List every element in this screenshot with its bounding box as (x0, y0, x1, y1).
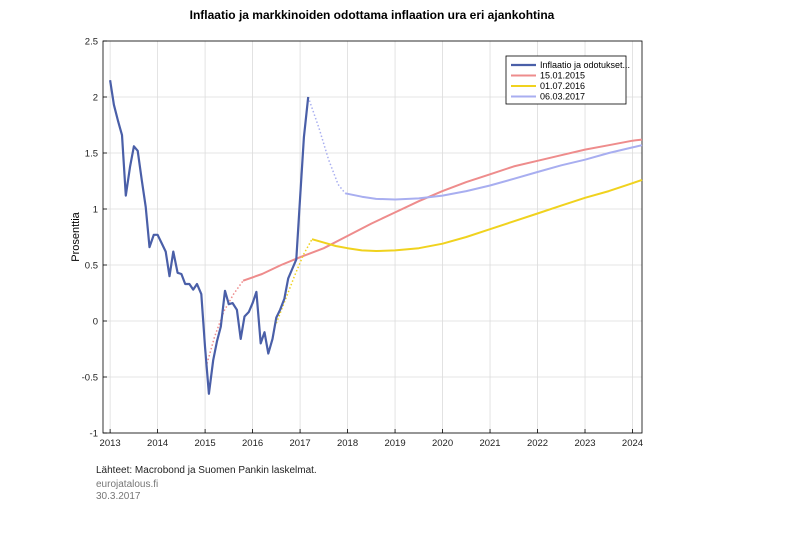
series-0-line (109, 80, 310, 395)
y-axis-label: Prosenttia (70, 211, 82, 261)
y-tick-label: 0.5 (85, 261, 98, 272)
x-tick-label: 2018 (337, 438, 358, 449)
publication-date: 30.3.2017 (96, 491, 141, 502)
source-note: Lähteet: Macrobond ja Suomen Pankin lask… (96, 465, 317, 476)
x-tick-label: 2016 (242, 438, 263, 449)
y-tick-label: 1.5 (85, 149, 98, 160)
y-tick-label: -0.5 (82, 373, 98, 384)
x-tick-label: 2022 (527, 438, 548, 449)
site-name: eurojatalous.fi (96, 479, 159, 490)
x-tick-label: 2020 (432, 438, 453, 449)
x-tick-label: 2024 (622, 438, 643, 449)
x-tick-label: 2017 (290, 438, 311, 449)
series-1-dotted-line (206, 280, 244, 364)
y-tick-label: 2.5 (85, 37, 98, 48)
series-2-line (311, 178, 643, 252)
series-3-dotted-line (307, 96, 346, 194)
x-tick-label: 2023 (574, 438, 595, 449)
x-tick-label: 2013 (100, 438, 121, 449)
chart-title: Inflaatio ja markkinoiden odottama infla… (190, 8, 555, 22)
series-2-dotted-line (275, 238, 313, 324)
series-3-line (344, 144, 643, 201)
x-tick-label: 2014 (147, 438, 168, 449)
plot-frame (102, 40, 643, 434)
legend: Inflaatio ja odotukset...15.01.201501.07… (505, 55, 630, 105)
x-axis-ticks: 2013 2014 2015 2016 2017 2018 2019 2020 2021 2022… (100, 429, 643, 449)
y-axis-ticks: -1 -0.5 0 0.5 1 1.5 2 2.5 (82, 37, 107, 440)
x-tick-label: 2019 (384, 438, 405, 449)
series-1-line (242, 138, 643, 282)
legend-label: 15.01.2015 (540, 71, 585, 81)
y-tick-label: 2 (93, 93, 98, 104)
y-tick-label: 1 (93, 205, 98, 216)
legend-label: 06.03.2017 (540, 92, 585, 102)
legend-label: Inflaatio ja odotukset... (540, 60, 630, 70)
y-tick-label: -1 (90, 429, 98, 440)
legend-label: 01.07.2016 (540, 81, 585, 91)
y-tick-label: 0 (93, 317, 98, 328)
x-tick-label: 2015 (195, 438, 216, 449)
x-tick-label: 2021 (479, 438, 500, 449)
series-layer (109, 80, 643, 395)
